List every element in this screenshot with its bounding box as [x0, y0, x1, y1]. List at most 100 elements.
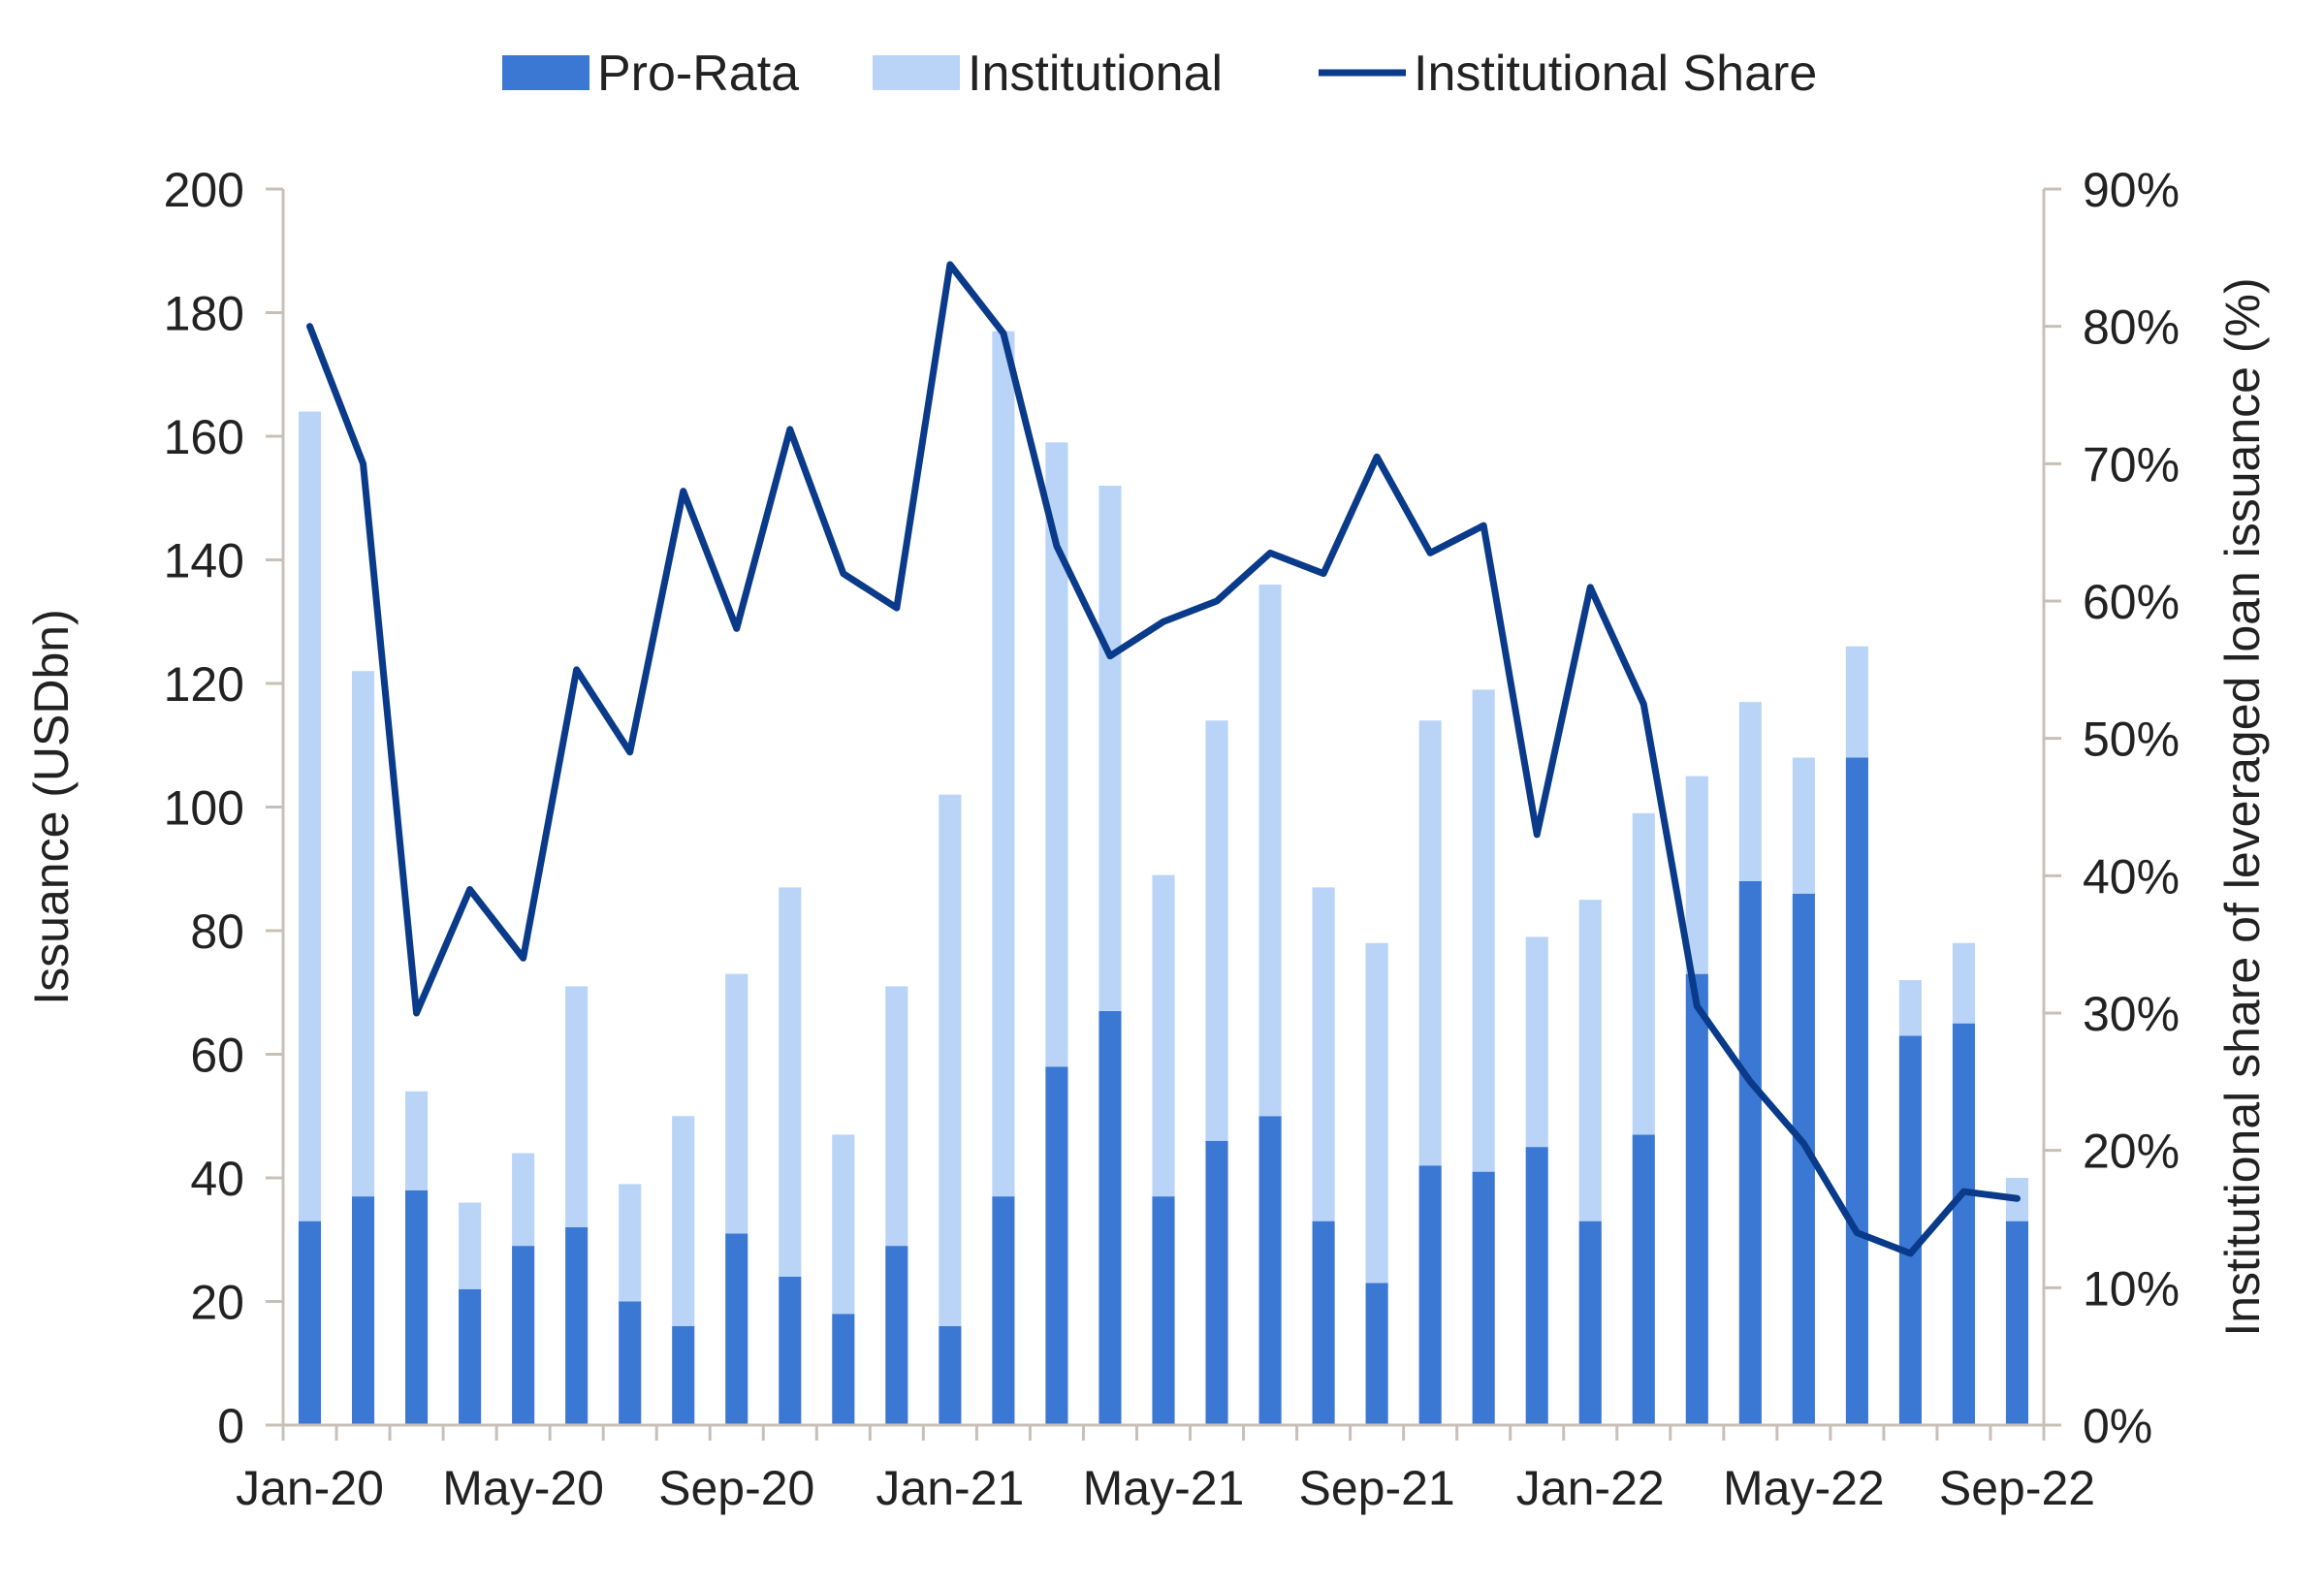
bar-pro-rata [512, 1246, 535, 1425]
bar-pro-rata [832, 1314, 855, 1425]
x-tick-label: Sep-21 [1299, 1461, 1455, 1515]
y-left-tick-label: 180 [164, 287, 244, 341]
bar-pro-rata [1312, 1221, 1335, 1425]
y-left-tick-label: 200 [164, 163, 244, 217]
bar-institutional [1312, 887, 1335, 1221]
legend-institutional-label: Institutional [968, 46, 1223, 102]
y-right-axis-title: Institutional share of leveraged loan is… [2215, 277, 2270, 1336]
bar-pro-rata [1952, 1023, 1976, 1425]
x-tick-label: May-22 [1723, 1461, 1885, 1515]
bar-institutional [939, 794, 962, 1326]
bar-pro-rata [1632, 1134, 1655, 1425]
legend-pro-rata: Pro-Rata [502, 46, 799, 102]
bar-pro-rata [1205, 1140, 1228, 1425]
y-right-tick-label: 50% [2083, 713, 2180, 767]
bar-pro-rata [1365, 1283, 1388, 1425]
bar-institutional [1365, 942, 1388, 1284]
x-tick-label: May-21 [1083, 1461, 1245, 1515]
bar-institutional [1738, 702, 1762, 881]
bar-pro-rata [1258, 1116, 1282, 1425]
x-tick-label: Jan-21 [875, 1461, 1024, 1515]
line-institutional-share [306, 261, 2021, 1257]
bar-pro-rata [1738, 881, 1762, 1425]
bar-pro-rata [1685, 973, 1708, 1425]
legend-institutional: Institutional [873, 46, 1223, 102]
bar-institutional [459, 1202, 482, 1289]
x-tick-label: Sep-22 [1939, 1461, 2095, 1515]
bar-institutional [1632, 812, 1655, 1135]
bar-institutional [1952, 942, 1976, 1024]
axes-layer: 0 20 40 60 80 100 120 140 160 180 200 0% 10% 20% 30% 40… [24, 163, 2270, 1515]
legend-institutional-share: Institutional Share [1319, 46, 1817, 102]
bar-pro-rata [885, 1246, 908, 1425]
x-tick-label: Jan-22 [1516, 1461, 1665, 1515]
y-left-axis-title: Issuance (USDbn) [24, 609, 79, 1005]
bar-institutional [1792, 757, 1815, 894]
x-tick-label: Jan-20 [236, 1461, 384, 1515]
bar-institutional [1525, 936, 1548, 1148]
bar-pro-rata [1578, 1221, 1602, 1425]
bar-institutional [1578, 900, 1602, 1221]
y-right-tick-label: 70% [2083, 437, 2180, 492]
bar-institutional [298, 411, 322, 1221]
bar-institutional [885, 986, 908, 1247]
bar-pro-rata [1152, 1196, 1175, 1425]
bar-institutional [512, 1153, 535, 1247]
bar-institutional [405, 1091, 429, 1190]
y-left-tick-label: 40 [190, 1152, 244, 1206]
bar-institutional [1258, 585, 1282, 1117]
legend-pro-rata-swatch [502, 55, 589, 90]
y-left-tick-label: 140 [164, 534, 244, 588]
bars-layer [298, 331, 2029, 1425]
bar-institutional [1685, 776, 1708, 974]
bar-pro-rata [725, 1233, 748, 1425]
bar-pro-rata [1472, 1171, 1495, 1425]
bar-pro-rata [992, 1196, 1015, 1425]
bar-pro-rata [1098, 1010, 1122, 1425]
y-left-tick-label: 160 [164, 410, 244, 464]
bar-pro-rata [1792, 893, 1815, 1425]
bar-pro-rata [672, 1326, 695, 1425]
bar-pro-rata [619, 1301, 642, 1425]
y-right-tick-label: 90% [2083, 163, 2180, 217]
y-right-tick-label: 0% [2083, 1399, 2152, 1453]
x-tick-label: May-20 [442, 1461, 604, 1515]
y-left-tick-label: 0 [217, 1399, 244, 1453]
y-right-tick-label: 80% [2083, 301, 2180, 355]
bar-pro-rata [1525, 1147, 1548, 1425]
bar-pro-rata [1845, 757, 1868, 1425]
bar-institutional [779, 887, 802, 1277]
bar-pro-rata [1045, 1066, 1068, 1425]
bar-institutional [725, 973, 748, 1234]
y-right-tick-label: 60% [2083, 575, 2180, 629]
y-right-tick-label: 20% [2083, 1125, 2180, 1179]
bar-pro-rata [2005, 1221, 2029, 1425]
bar-institutional [1205, 720, 1228, 1141]
bar-pro-rata [779, 1277, 802, 1425]
legend: Pro-Rata Institutional Institutional Share [502, 46, 1817, 102]
bar-institutional [1152, 874, 1175, 1197]
bar-pro-rata [1898, 1035, 1922, 1425]
bar-pro-rata [1418, 1165, 1442, 1425]
bar-pro-rata [565, 1227, 589, 1425]
bar-institutional [1845, 646, 1868, 758]
y-right-tick-label: 30% [2083, 987, 2180, 1041]
bar-pro-rata [405, 1190, 429, 1425]
y-right-tick-label: 40% [2083, 849, 2180, 904]
bar-pro-rata [459, 1288, 482, 1425]
bar-institutional [1898, 980, 1922, 1036]
legend-pro-rata-label: Pro-Rata [597, 46, 799, 102]
y-left-tick-label: 100 [164, 781, 244, 836]
line-layer [306, 261, 2021, 1257]
y-left-tick-label: 60 [190, 1029, 244, 1083]
bar-institutional [351, 671, 375, 1197]
bar-institutional [1045, 442, 1068, 1067]
y-left-tick-label: 80 [190, 904, 244, 959]
bar-pro-rata [351, 1196, 375, 1425]
bar-pro-rata [939, 1326, 962, 1425]
x-tick-label: Sep-20 [658, 1461, 814, 1515]
legend-institutional-share-label: Institutional Share [1414, 46, 1817, 102]
bar-institutional [565, 986, 589, 1227]
